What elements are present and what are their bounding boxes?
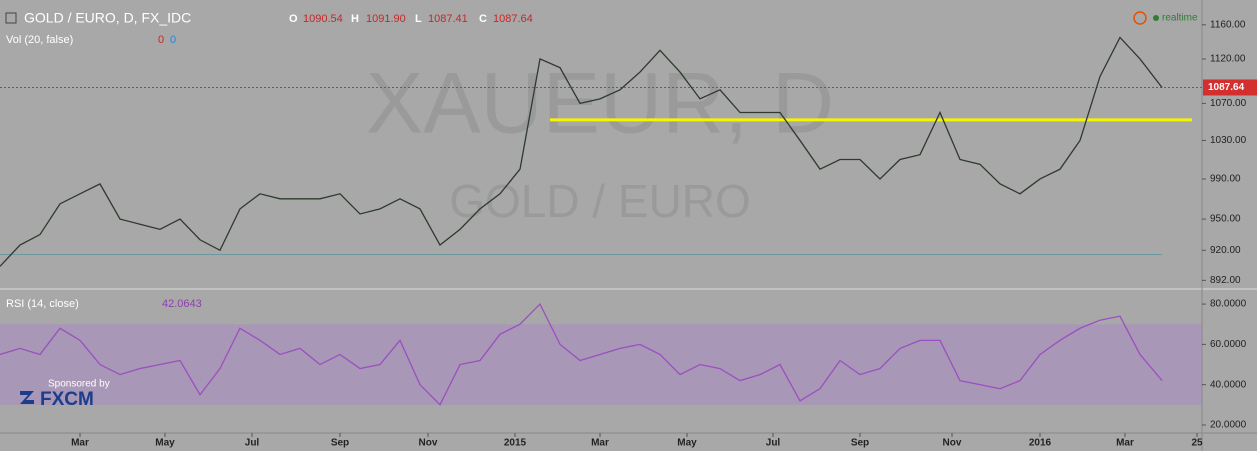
watermark-symbol: XAUEUR, D: [366, 56, 834, 152]
rsi-title: RSI (14, close): [6, 298, 79, 310]
series-line: [0, 302, 1163, 406]
x-tick-label: May: [155, 438, 175, 449]
x-tick-label: Nov: [419, 438, 438, 449]
collapse-button[interactable]: [5, 12, 17, 24]
ohlc-value: 1087.41: [428, 13, 468, 25]
x-tick-label: 2015: [504, 438, 527, 449]
x-tick-label: Sep: [331, 438, 349, 449]
x-tick-label: Mar: [71, 438, 89, 449]
y-tick-label: 1120.00: [1210, 54, 1246, 65]
y-tick-label: 40.0000: [1210, 379, 1247, 390]
y-tick-label: 1160.00: [1210, 19, 1246, 30]
x-tick-label: 2016: [1029, 438, 1052, 449]
x-tick-label: Nov: [943, 438, 962, 449]
rsi-value: 42.0643: [162, 298, 202, 310]
ohlc-value: 1090.54: [303, 13, 343, 25]
x-tick-label: Jul: [766, 438, 781, 449]
alert-icon[interactable]: [1133, 11, 1147, 25]
x-tick-label: May: [677, 438, 697, 449]
sponsor-logo: [20, 391, 34, 404]
y-tick-label: 920.00: [1210, 245, 1241, 256]
realtime-dot: [1153, 15, 1159, 21]
realtime-label: realtime: [1162, 13, 1198, 24]
y-tick-label: 1070.00: [1210, 98, 1247, 109]
x-tick-label: Mar: [1116, 438, 1134, 449]
y-tick-label: 20.0000: [1210, 420, 1247, 431]
y-tick-label: 892.00: [1210, 275, 1241, 286]
y-tick-label: 950.00: [1210, 214, 1241, 225]
marks: 1160.00 1120.00 1070.00 1030.00 990.00 950.00…: [0, 19, 1257, 449]
volume-value: 0: [158, 34, 164, 46]
symbol-title: GOLD / EURO, D, FX_IDC: [24, 10, 191, 26]
x-tick-label: 25: [1191, 438, 1203, 449]
ohlc-value: 1091.90: [366, 13, 406, 25]
y-tick-label: 60.0000: [1210, 339, 1247, 350]
ohlc-letter: O: [289, 13, 298, 25]
series-line: [0, 36, 1163, 267]
sponsor-label: Sponsored by: [48, 379, 110, 390]
ohlc-letter: H: [351, 13, 359, 25]
sponsor-brand: FXCM: [40, 389, 94, 410]
y-tick-label: 80.0000: [1210, 299, 1247, 310]
x-tick-label: Sep: [851, 438, 869, 449]
watermark-name: GOLD / EURO: [449, 175, 751, 227]
last-price-label: 1087.64: [1208, 82, 1245, 93]
ohlc-letter: L: [415, 13, 422, 25]
volume-study: Vol (20, false): [6, 34, 73, 46]
y-tick-label: 990.00: [1210, 174, 1241, 185]
ohlc-letter: C: [479, 13, 487, 25]
rsi-band: [0, 324, 1202, 405]
ohlc-value: 1087.64: [493, 13, 533, 25]
last-price-tag: [1203, 79, 1257, 96]
x-tick-label: Mar: [591, 438, 609, 449]
volume-value: 0: [170, 34, 176, 46]
x-tick-label: Jul: [245, 438, 260, 449]
y-tick-label: 1030.00: [1210, 135, 1247, 146]
